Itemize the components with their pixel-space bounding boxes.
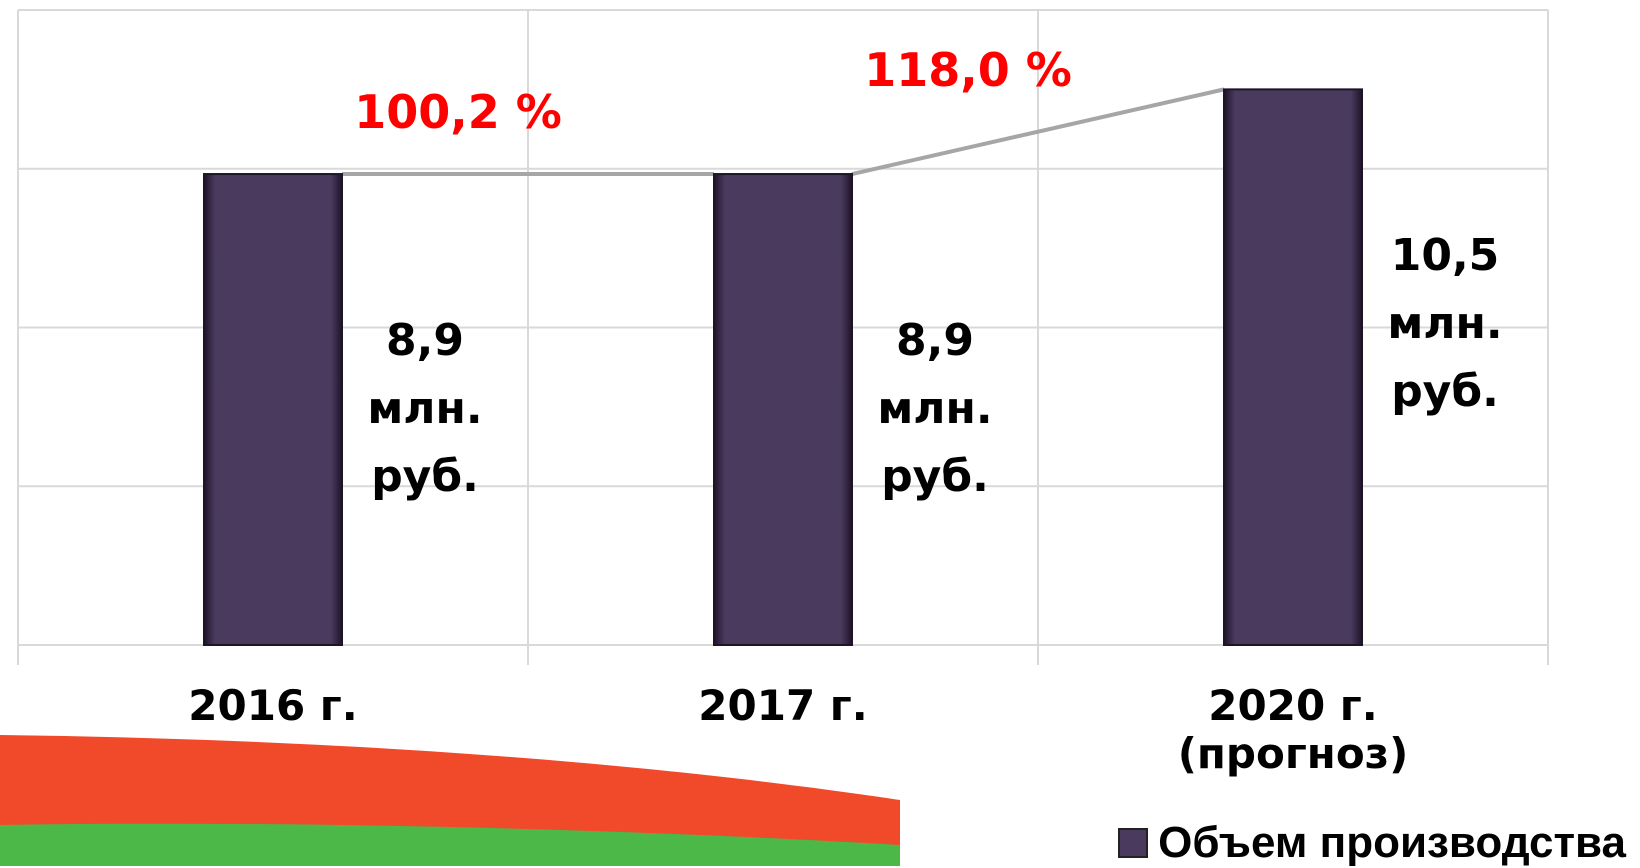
growth-label: 100,2 % <box>354 85 562 140</box>
x-tick-label: 2017 г. <box>698 681 868 730</box>
x-tick-label: 2020 г. (прогноз) <box>1177 681 1409 778</box>
value-label: 8,9 млн. руб. <box>367 315 483 503</box>
bar <box>713 173 853 647</box>
x-tick-label: 2016 г. <box>188 681 358 730</box>
bar <box>1223 88 1363 646</box>
value-label: 10,5 млн. руб. <box>1387 230 1503 418</box>
growth-line <box>851 87 1225 176</box>
growth-label: 118,0 % <box>864 42 1072 97</box>
legend-label: Объем производства <box>1158 818 1626 867</box>
legend: Объем производства <box>1118 818 1626 868</box>
value-label: 8,9 млн. руб. <box>877 315 993 503</box>
bar <box>203 173 343 647</box>
legend-swatch <box>1118 828 1149 858</box>
decor-green <box>0 823 900 866</box>
